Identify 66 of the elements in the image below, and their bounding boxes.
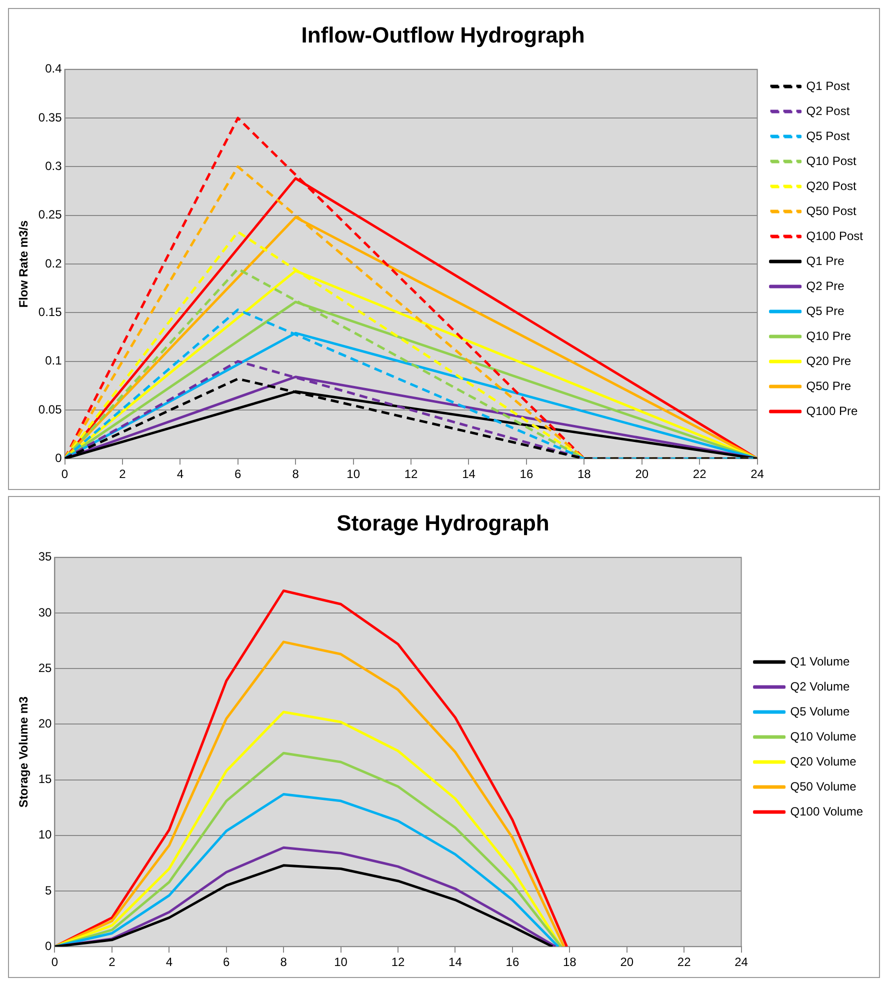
legend-label: Q1 Pre bbox=[806, 254, 845, 268]
legend-label: Q1 Volume bbox=[790, 654, 850, 668]
legend-label: Q1 Post bbox=[806, 78, 850, 93]
y-tick-label: 25 bbox=[38, 660, 52, 675]
x-tick-label: 22 bbox=[692, 467, 707, 482]
y-tick-label: 15 bbox=[38, 772, 52, 786]
x-tick-label: 2 bbox=[119, 467, 126, 482]
legend-label: Q2 Post bbox=[806, 104, 850, 118]
y-axis-title: Flow Rate m3/s bbox=[16, 220, 31, 308]
y-tick-label: 0.1 bbox=[45, 354, 62, 368]
x-tick-label: 10 bbox=[346, 467, 360, 482]
x-tick-label: 22 bbox=[677, 955, 692, 970]
legend-label: Q10 Pre bbox=[806, 328, 852, 343]
x-tick-label: 12 bbox=[391, 955, 406, 970]
x-tick-label: 18 bbox=[577, 467, 592, 482]
x-tick-label: 6 bbox=[234, 467, 242, 482]
y-tick-label: 30 bbox=[38, 605, 52, 620]
x-tick-label: 6 bbox=[223, 955, 230, 970]
x-tick-label: 24 bbox=[750, 467, 764, 482]
x-tick-label: 12 bbox=[404, 467, 418, 482]
legend-label: Q5 Post bbox=[806, 128, 850, 143]
legend-label: Q20 Post bbox=[806, 178, 857, 193]
x-tick-label: 14 bbox=[462, 467, 476, 482]
legend-label: Q5 Volume bbox=[790, 704, 850, 718]
y-tick-label: 0.05 bbox=[38, 402, 62, 416]
y-tick-label: 0.3 bbox=[45, 159, 62, 174]
legend-label: Q100 Pre bbox=[806, 404, 858, 418]
y-tick-label: 0.4 bbox=[45, 62, 62, 76]
legend-label: Q50 Pre bbox=[806, 378, 852, 393]
legend-label: Q100 Volume bbox=[790, 804, 864, 818]
y-tick-label: 0 bbox=[55, 450, 62, 465]
legend-label: Q50 Post bbox=[806, 204, 857, 218]
x-tick-label: 10 bbox=[334, 955, 348, 970]
y-tick-label: 0.2 bbox=[45, 256, 62, 270]
x-tick-label: 14 bbox=[448, 955, 462, 970]
legend-label: Q100 Post bbox=[806, 228, 864, 243]
y-tick-label: 0.25 bbox=[38, 208, 62, 222]
legend-label: Q50 Volume bbox=[790, 779, 857, 794]
x-tick-label: 2 bbox=[108, 955, 116, 970]
y-tick-label: 0.15 bbox=[38, 304, 62, 319]
x-tick-label: 8 bbox=[280, 955, 288, 970]
x-tick-label: 8 bbox=[292, 467, 300, 482]
x-tick-label: 4 bbox=[176, 467, 184, 482]
chart-title: Inflow-Outflow Hydrograph bbox=[301, 22, 585, 48]
legend-label: Q10 Post bbox=[806, 154, 857, 168]
y-tick-label: 35 bbox=[38, 550, 52, 564]
y-tick-label: 20 bbox=[38, 716, 52, 731]
x-tick-label: 20 bbox=[620, 955, 634, 970]
y-axis-title: Storage Volume m3 bbox=[16, 696, 31, 808]
legend-label: Q2 Pre bbox=[806, 278, 845, 293]
y-tick-label: 0.35 bbox=[38, 110, 62, 124]
legend-label: Q10 Volume bbox=[790, 729, 857, 744]
x-tick-label: 4 bbox=[166, 955, 173, 970]
y-tick-label: 5 bbox=[45, 883, 52, 898]
legend-label: Q20 Volume bbox=[790, 754, 857, 768]
x-tick-label: 18 bbox=[562, 955, 577, 970]
legend-label: Q5 Pre bbox=[806, 304, 845, 318]
x-tick-label: 24 bbox=[734, 955, 748, 970]
x-tick-label: 20 bbox=[635, 467, 649, 482]
legend-label: Q2 Volume bbox=[790, 679, 850, 694]
chart-title: Storage Hydrograph bbox=[336, 510, 550, 536]
x-tick-label: 16 bbox=[506, 955, 520, 970]
x-tick-label: 16 bbox=[520, 467, 534, 482]
y-tick-label: 0 bbox=[45, 938, 52, 953]
legend-label: Q20 Pre bbox=[806, 354, 852, 368]
y-tick-label: 10 bbox=[38, 828, 52, 842]
